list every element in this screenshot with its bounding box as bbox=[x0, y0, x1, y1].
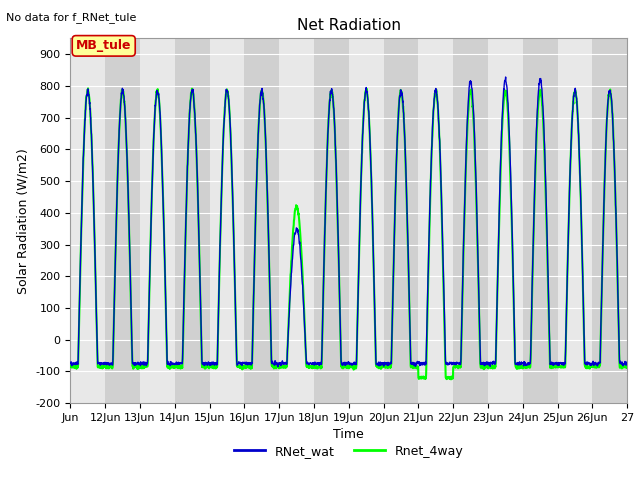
Bar bbox=[383, 38, 419, 403]
RNet_wat bbox=[616, 357, 623, 363]
Title: Net Radiation: Net Radiation bbox=[297, 18, 401, 33]
RNet_wat bbox=[623, 360, 631, 366]
X-axis label: Time: Time bbox=[333, 429, 364, 442]
Text: MB_tule: MB_tule bbox=[76, 39, 131, 52]
RNet_wat bbox=[383, 360, 390, 366]
Line: RNet_wat: RNet_wat bbox=[70, 77, 627, 367]
RNet_wat bbox=[274, 364, 282, 370]
Bar bbox=[175, 38, 210, 403]
Bar bbox=[419, 38, 453, 403]
Rnet_4way bbox=[447, 376, 455, 382]
RNet_wat bbox=[67, 360, 74, 365]
RNet_wat bbox=[122, 127, 130, 132]
Rnet_4way bbox=[516, 365, 524, 371]
Line: Rnet_4way: Rnet_4way bbox=[70, 88, 627, 379]
Bar bbox=[314, 38, 349, 403]
Bar bbox=[70, 38, 105, 403]
Bar bbox=[244, 38, 279, 403]
RNet_wat bbox=[243, 361, 250, 367]
Bar bbox=[523, 38, 557, 403]
Rnet_4way bbox=[243, 362, 250, 368]
Bar bbox=[557, 38, 593, 403]
Legend: RNet_wat, Rnet_4way: RNet_wat, Rnet_4way bbox=[229, 440, 468, 463]
Bar bbox=[140, 38, 175, 403]
Rnet_4way bbox=[67, 363, 74, 369]
Rnet_4way bbox=[548, 364, 556, 370]
Rnet_4way bbox=[84, 85, 92, 91]
Bar bbox=[349, 38, 383, 403]
Bar bbox=[210, 38, 244, 403]
Bar bbox=[105, 38, 140, 403]
Bar bbox=[593, 38, 627, 403]
RNet_wat bbox=[548, 360, 556, 365]
Text: No data for f_RNet_tule: No data for f_RNet_tule bbox=[6, 12, 137, 23]
Rnet_4way bbox=[122, 135, 130, 141]
RNet_wat bbox=[516, 360, 524, 366]
Bar bbox=[453, 38, 488, 403]
Bar bbox=[488, 38, 523, 403]
Bar bbox=[279, 38, 314, 403]
Rnet_4way bbox=[383, 364, 390, 370]
Rnet_4way bbox=[616, 360, 623, 366]
RNet_wat bbox=[502, 74, 509, 80]
Rnet_4way bbox=[623, 365, 631, 371]
Y-axis label: Solar Radiation (W/m2): Solar Radiation (W/m2) bbox=[17, 148, 30, 294]
